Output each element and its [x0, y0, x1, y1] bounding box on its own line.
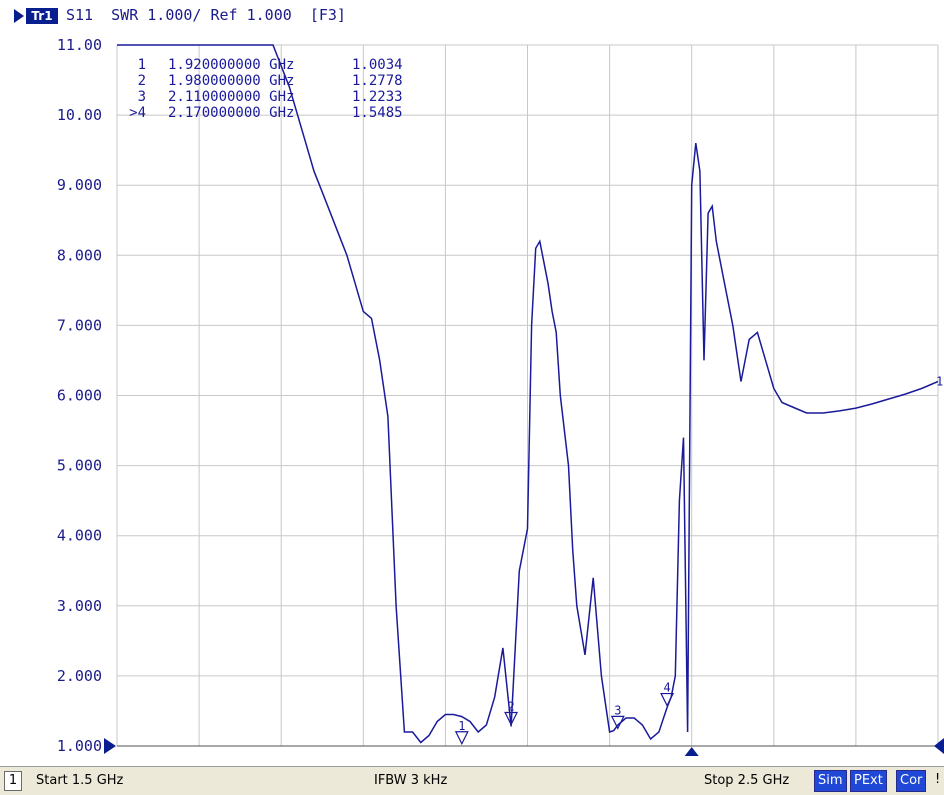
y-tick-label: 10.00: [57, 106, 102, 124]
marker-readout-value: 1.2778: [352, 73, 403, 89]
start-frequency[interactable]: Start 1.5 GHz: [36, 773, 124, 788]
y-tick-label: 6.000: [57, 387, 102, 405]
trace-end-label: 1: [936, 374, 943, 388]
marker-number-label: 4: [663, 681, 670, 695]
stop-frequency[interactable]: Stop 2.5 GHz: [704, 773, 790, 788]
trace-badge[interactable]: Tr1: [26, 8, 58, 24]
marker-readout-value: 1.5485: [352, 105, 403, 121]
marker-symbols[interactable]: 1 2 3 4: [454, 681, 675, 746]
trace-info[interactable]: S11 SWR 1.000/ Ref 1.000 [F3]: [66, 6, 346, 24]
y-tick-label: 4.000: [57, 527, 102, 545]
marker-triangle[interactable]: [454, 731, 469, 746]
sim-button[interactable]: Sim: [814, 770, 847, 792]
marker-readout-frequency: 2.170000000 GHz: [168, 105, 294, 121]
warning-indicator[interactable]: !: [935, 772, 941, 787]
y-tick-label: 1.000: [57, 737, 102, 755]
marker-readout-table: 1 1.920000000 GHz 1.0034 2 1.980000000 GHz 1.…: [129, 57, 402, 121]
marker-triangle[interactable]: [504, 711, 519, 726]
ifbw-setting[interactable]: IFBW 3 kHz: [374, 773, 448, 788]
marker-readout-label: >4: [129, 105, 146, 121]
pext-button[interactable]: PExt: [850, 770, 887, 792]
y-tick-label: 8.000: [57, 246, 102, 264]
marker-readout-value: 1.2233: [352, 89, 403, 105]
plot-edge-markers: 1: [104, 374, 944, 756]
y-tick-label: 11.00: [57, 36, 102, 54]
marker-readout-frequency: 1.980000000 GHz: [168, 73, 294, 89]
marker-readout-label: 3: [138, 89, 146, 105]
marker-triangle[interactable]: [610, 715, 625, 730]
cor-button[interactable]: Cor: [896, 770, 927, 792]
y-tick-label: 2.000: [57, 667, 102, 685]
marker-readout-frequency: 1.920000000 GHz: [168, 57, 294, 73]
marker-number-label: 3: [614, 703, 621, 717]
marker-number-label: 2: [507, 700, 514, 714]
marker-readout-frequency: 2.110000000 GHz: [168, 89, 294, 105]
y-tick-label: 5.000: [57, 457, 102, 475]
marker-triangle[interactable]: [660, 692, 675, 707]
reference-level-left-arrow-icon[interactable]: [104, 738, 116, 754]
marker-readout-label: 2: [138, 73, 146, 89]
channel-number[interactable]: 1: [4, 771, 22, 791]
y-tick-label: 9.000: [57, 176, 102, 194]
marker-number-label: 1: [458, 719, 465, 733]
trace-line: [117, 44, 939, 744]
swr-plot[interactable]: 11.00 10.00 9.000 8.000 7.000 6.000 5.000 4.000…: [0, 0, 944, 766]
active-marker-stimulus-icon[interactable]: [684, 747, 699, 756]
active-trace-arrow-icon: [14, 9, 24, 23]
trace-header: Tr1 S11 SWR 1.000/ Ref 1.000 [F3]: [0, 0, 944, 30]
status-bar: 1 Start 1.5 GHz IFBW 3 kHz Stop 2.5 GHz …: [0, 766, 944, 795]
marker-readout-label: 1: [138, 57, 146, 73]
marker-readout-value: 1.0034: [352, 57, 403, 73]
y-tick-label: 7.000: [57, 316, 102, 334]
reference-level-right-arrow-icon[interactable]: [934, 738, 944, 754]
y-axis-ticks: 11.00 10.00 9.000 8.000 7.000 6.000 5.000 4.000…: [57, 36, 102, 755]
plot-grid: [116, 44, 939, 747]
y-tick-label: 3.000: [57, 597, 102, 615]
